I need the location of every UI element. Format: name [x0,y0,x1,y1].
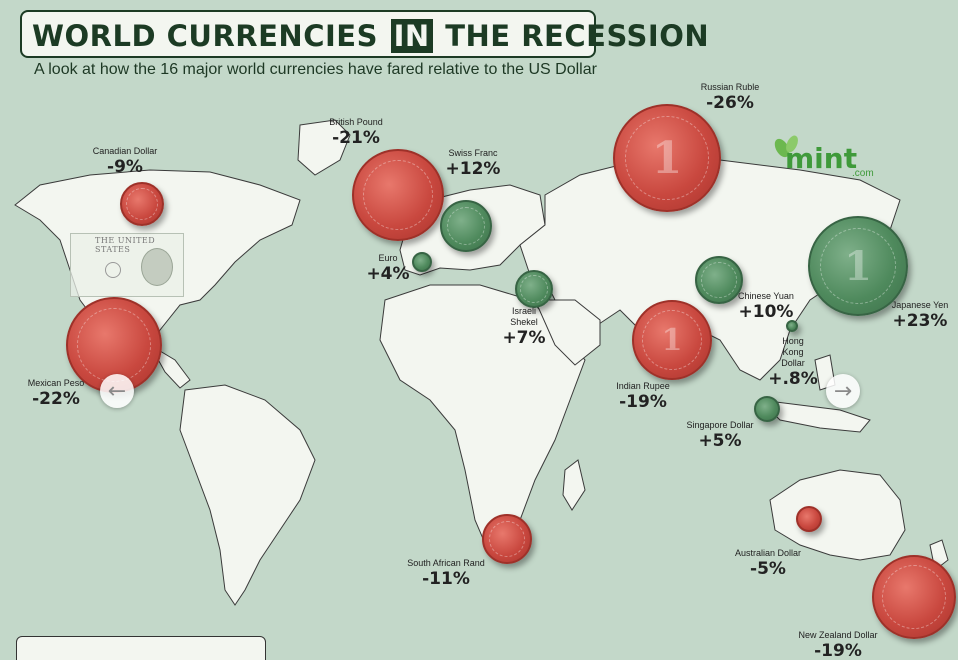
currency-change: +23% [892,311,948,331]
currency-name: Australian Dollar [734,548,802,558]
currency-change: -21% [332,128,380,148]
currency-change: +.8% [768,369,818,389]
currency-change: +5% [698,431,742,451]
euro-coin [412,252,432,272]
currency-change: +4% [366,264,410,284]
dollar-bill-image: THE UNITED STATES [70,233,184,297]
currency-change: +12% [445,159,501,179]
chevron-left-icon: ← [107,378,127,404]
label-south-african-rand: South African Rand -11% [400,558,492,589]
indian-rupee-coin: 1 [632,300,712,380]
portrait-icon [141,248,173,286]
label-israeli-shekel: Israeli Shekel +7% [496,306,552,348]
arabia-land [534,299,601,366]
leaf-icon [774,135,798,158]
label-canadian-dollar: Canadian Dollar -9% [85,146,165,177]
currency-name: Canadian Dollar [92,146,158,156]
chevron-right-icon: → [833,378,853,404]
greenland-land [297,119,351,176]
currency-change: -11% [422,569,470,589]
next-button[interactable]: → [826,374,860,408]
label-british-pound: British Pound -21% [316,117,396,148]
currency-name: Russian Ruble [700,82,760,92]
label-singapore-dollar: Singapore Dollar +5% [676,420,764,451]
yen-glyph-icon: 1 [844,242,872,290]
currency-name: Chinese Yuan [738,291,794,301]
currency-change: +10% [738,302,794,322]
title-part-2: THE RECESSION [445,19,710,53]
currency-name: Israeli Shekel [510,306,538,327]
label-japanese-yen: Japanese Yen +23% [882,300,958,331]
british-pound-coin [352,149,444,241]
label-australian-dollar: Australian Dollar -5% [724,548,812,579]
japanese-yen-coin: 1 [808,216,908,316]
label-euro: Euro +4% [360,253,416,284]
dollar-bill-text: THE UNITED STATES [95,236,156,254]
title-banner: WORLD CURRENCIES IN THE RECESSION [20,10,709,58]
indonesia-land [758,399,871,433]
currency-change: +7% [502,328,546,348]
page-subtitle: A look at how the 16 major world currenc… [34,61,597,78]
currency-name: South African Rand [407,558,485,568]
new-zealand-dollar-coin [872,555,956,639]
currency-change: -26% [706,93,754,113]
page-title: WORLD CURRENCIES IN THE RECESSION [32,19,709,53]
currency-change: -22% [32,389,80,409]
south-america-land [179,384,316,606]
logo-suffix: .com [852,168,874,179]
title-in-word: IN [390,19,433,53]
russian-ruble-coin: 1 [613,104,721,212]
seal-icon [105,262,121,278]
label-chinese-yuan: Chinese Yuan +10% [728,291,804,322]
hong-kong-dollar-coin [786,320,798,332]
label-swiss-franc: Swiss Franc +12% [435,148,511,179]
previous-button[interactable]: ← [100,374,134,408]
label-mexican-peso: Mexican Peso -22% [16,378,96,409]
currency-name: Japanese Yen [891,300,949,310]
title-part-1: WORLD CURRENCIES [32,19,378,53]
australia-land [769,469,906,561]
chinese-yuan-coin [695,256,743,304]
currency-name: Euro [378,253,398,263]
currency-name: Swiss Franc [448,148,498,158]
israeli-shekel-coin [515,270,553,308]
currency-name: Mexican Peso [27,378,85,388]
currency-name: British Pound [329,117,383,127]
swiss-franc-coin [440,200,492,252]
currency-change: -5% [750,559,786,579]
singapore-dollar-coin [754,396,780,422]
madagascar-land [562,459,586,511]
currency-name: Indian Rupee [616,381,670,391]
label-hong-kong-dollar: Hong Kong Dollar +.8% [766,336,820,389]
currency-change: -9% [107,157,143,177]
south-african-rand-coin [482,514,532,564]
currency-name: Hong Kong Dollar [781,336,805,368]
label-russian-ruble: Russian Ruble -26% [690,82,770,113]
label-indian-rupee: Indian Rupee -19% [603,381,683,412]
currency-change: -19% [619,392,667,412]
ruble-glyph-icon: 1 [651,132,683,184]
legend-box [16,636,266,660]
currency-name: New Zealand Dollar [798,630,878,640]
label-new-zealand-dollar: New Zealand Dollar -19% [790,630,886,660]
logo-wordmark: mint [785,142,858,175]
rupee-glyph-icon: 1 [661,322,683,358]
currency-change: -19% [814,641,862,660]
canadian-dollar-coin [120,182,164,226]
australian-dollar-coin [796,506,822,532]
currency-name: Singapore Dollar [686,420,754,430]
